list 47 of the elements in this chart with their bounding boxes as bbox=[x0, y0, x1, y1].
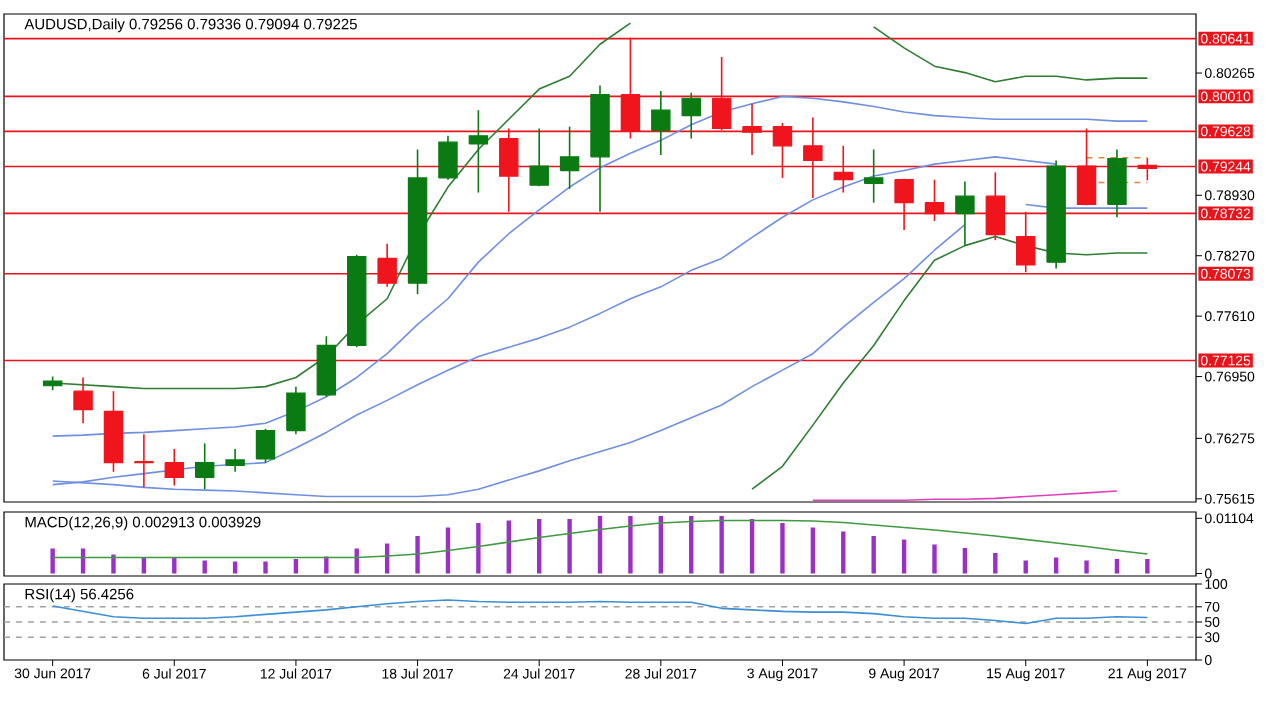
bar bbox=[324, 556, 329, 574]
bar bbox=[1053, 557, 1059, 574]
bar bbox=[901, 539, 907, 574]
bar bbox=[1084, 560, 1089, 574]
bar bbox=[810, 527, 816, 574]
candlestick bbox=[681, 91, 701, 140]
bar bbox=[50, 548, 55, 574]
bar bbox=[202, 560, 207, 574]
bar bbox=[628, 516, 633, 574]
bar bbox=[1114, 559, 1120, 574]
candlestick bbox=[225, 448, 245, 473]
candlestick bbox=[529, 127, 549, 187]
candlestick bbox=[438, 134, 458, 181]
bar bbox=[749, 519, 755, 574]
bar bbox=[780, 523, 785, 574]
candlestick bbox=[134, 433, 154, 489]
candlestick bbox=[955, 180, 975, 247]
candlestick bbox=[73, 376, 93, 425]
bar bbox=[871, 536, 876, 574]
bar bbox=[932, 544, 937, 574]
candlestick bbox=[559, 125, 580, 190]
candlestick bbox=[1107, 148, 1127, 219]
bar bbox=[141, 557, 147, 574]
bar bbox=[172, 557, 177, 574]
bar bbox=[719, 516, 724, 574]
bar bbox=[476, 523, 481, 574]
bar bbox=[962, 548, 968, 574]
candlestick bbox=[863, 148, 884, 204]
bar bbox=[993, 553, 998, 574]
candlestick bbox=[255, 427, 276, 464]
bar bbox=[1023, 560, 1028, 574]
candlestick bbox=[194, 442, 215, 490]
bar bbox=[111, 554, 116, 574]
bar bbox=[293, 559, 299, 574]
bar bbox=[232, 561, 238, 574]
bar bbox=[841, 531, 846, 574]
bar bbox=[1145, 559, 1150, 574]
bar bbox=[567, 519, 572, 574]
candlestick bbox=[651, 90, 671, 156]
candlestick bbox=[286, 385, 306, 436]
candlestick bbox=[164, 448, 185, 487]
bar bbox=[689, 516, 694, 574]
candlestick bbox=[468, 109, 489, 194]
bar bbox=[597, 516, 603, 574]
bar bbox=[536, 519, 542, 574]
bar bbox=[415, 536, 420, 574]
bar bbox=[263, 561, 268, 574]
